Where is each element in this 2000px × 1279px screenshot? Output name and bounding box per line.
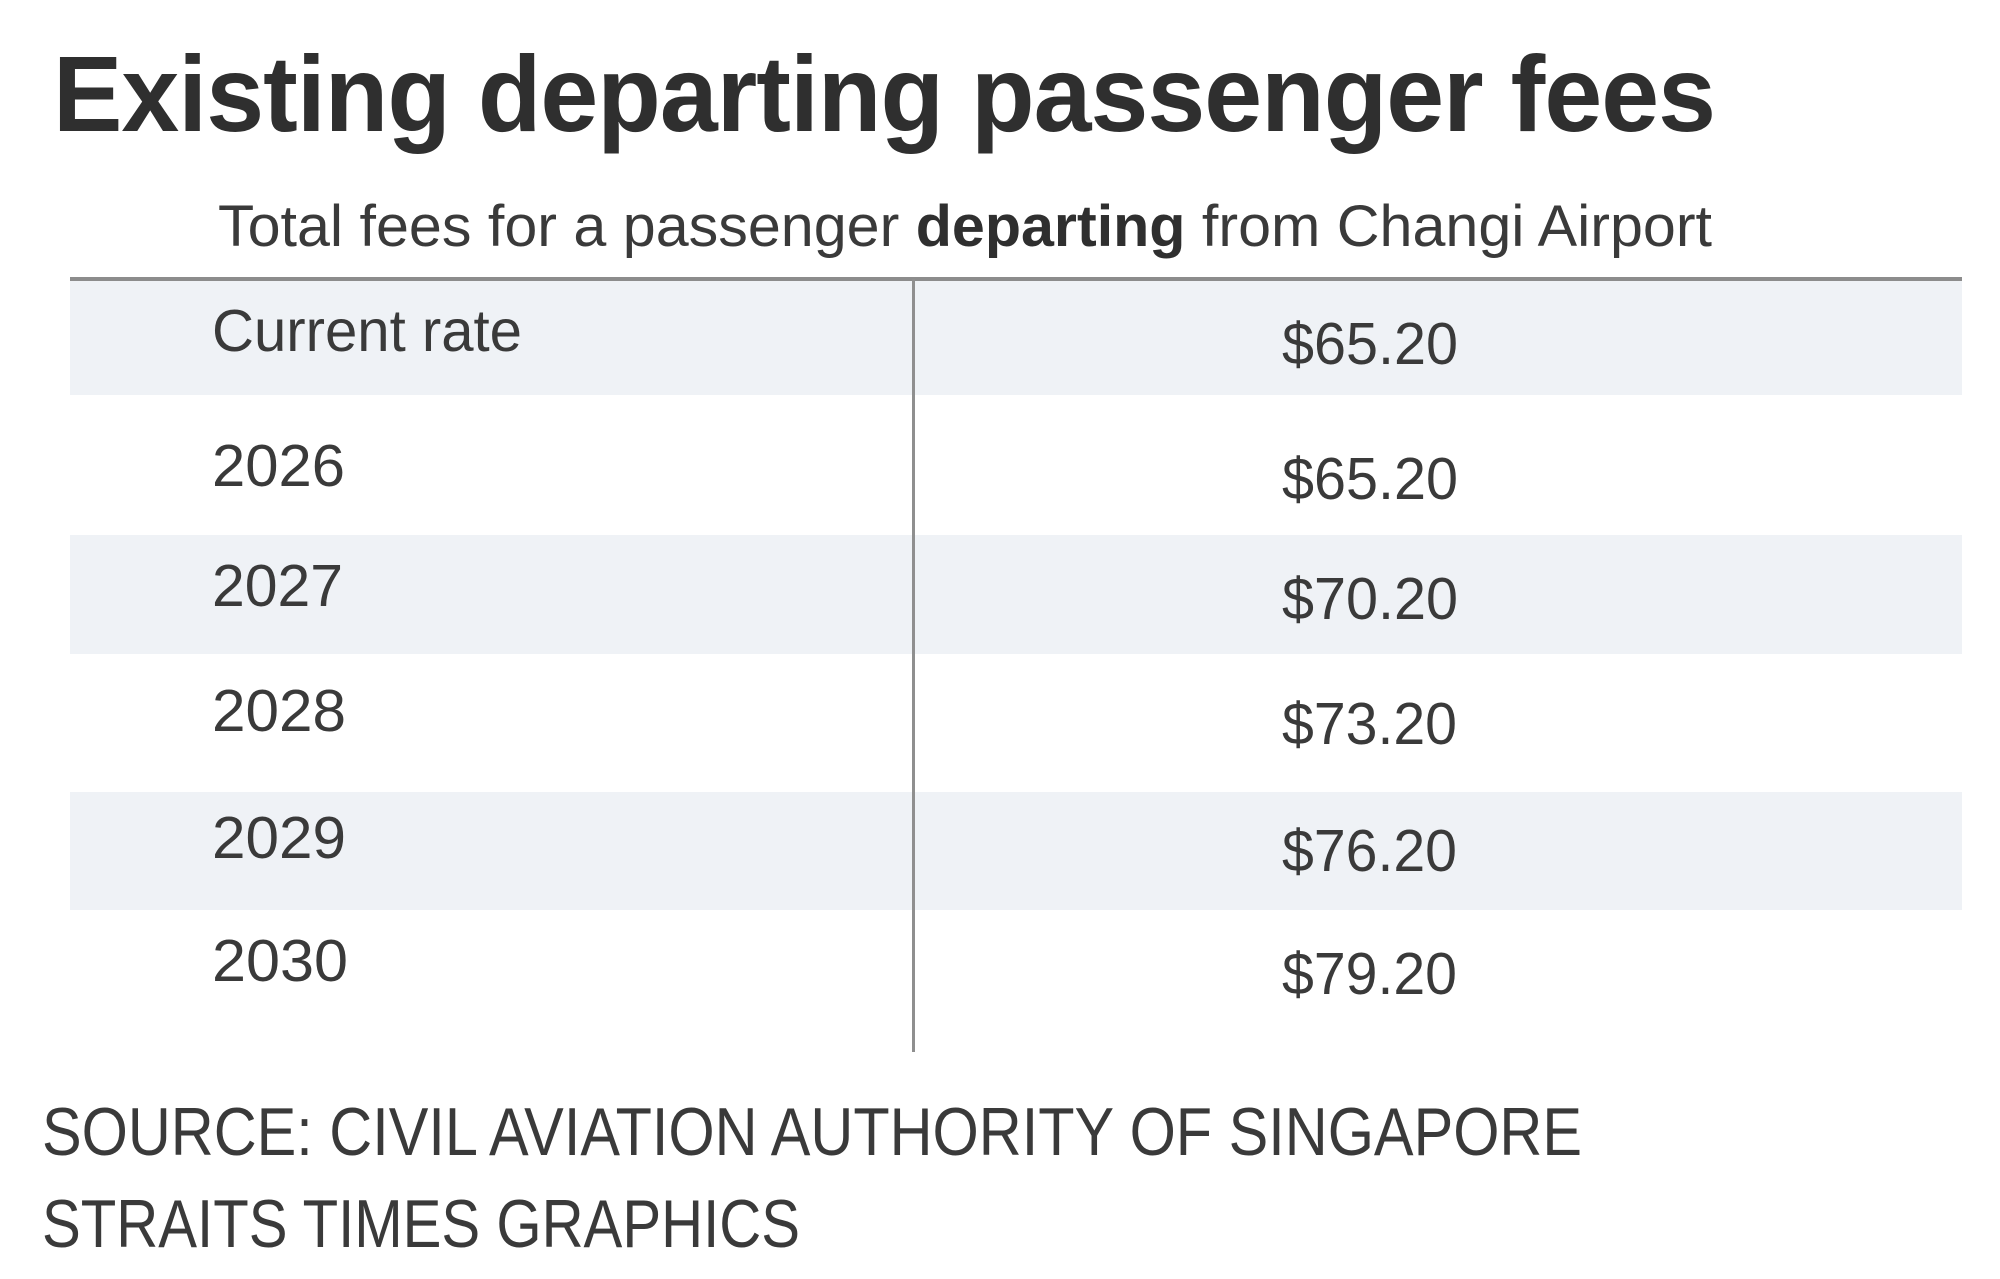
row-label: 2027 bbox=[212, 553, 343, 619]
row-label: 2030 bbox=[212, 928, 348, 994]
chart-title: Existing departing passenger fees bbox=[53, 33, 1716, 154]
row-value: $65.20 bbox=[1282, 446, 1458, 512]
source-line: SOURCE: CIVIL AVIATION AUTHORITY OF SING… bbox=[42, 1094, 1582, 1170]
row-value: $65.20 bbox=[1282, 311, 1458, 377]
subtitle-prefix: Total fees for a passenger bbox=[218, 194, 916, 259]
row-value: $70.20 bbox=[1282, 566, 1458, 632]
row-value: $76.20 bbox=[1282, 818, 1457, 884]
credit-line: STRAITS TIMES GRAPHICS bbox=[42, 1186, 800, 1262]
subtitle-suffix: from Changi Airport bbox=[1185, 194, 1713, 259]
row-label: Current rate bbox=[212, 298, 522, 364]
row-value: $73.20 bbox=[1282, 691, 1457, 757]
row-band bbox=[70, 281, 1962, 395]
row-label: 2026 bbox=[212, 433, 345, 499]
row-value: $79.20 bbox=[1282, 941, 1457, 1007]
chart-subtitle: Total fees for a passenger departing fro… bbox=[218, 198, 1712, 256]
table-top-rule bbox=[70, 277, 1962, 281]
subtitle-bold: departing bbox=[915, 194, 1186, 259]
row-label: 2028 bbox=[212, 678, 346, 744]
column-divider bbox=[912, 279, 915, 1052]
row-label: 2029 bbox=[212, 805, 346, 871]
row-band bbox=[70, 792, 1962, 910]
row-band bbox=[70, 535, 1962, 654]
